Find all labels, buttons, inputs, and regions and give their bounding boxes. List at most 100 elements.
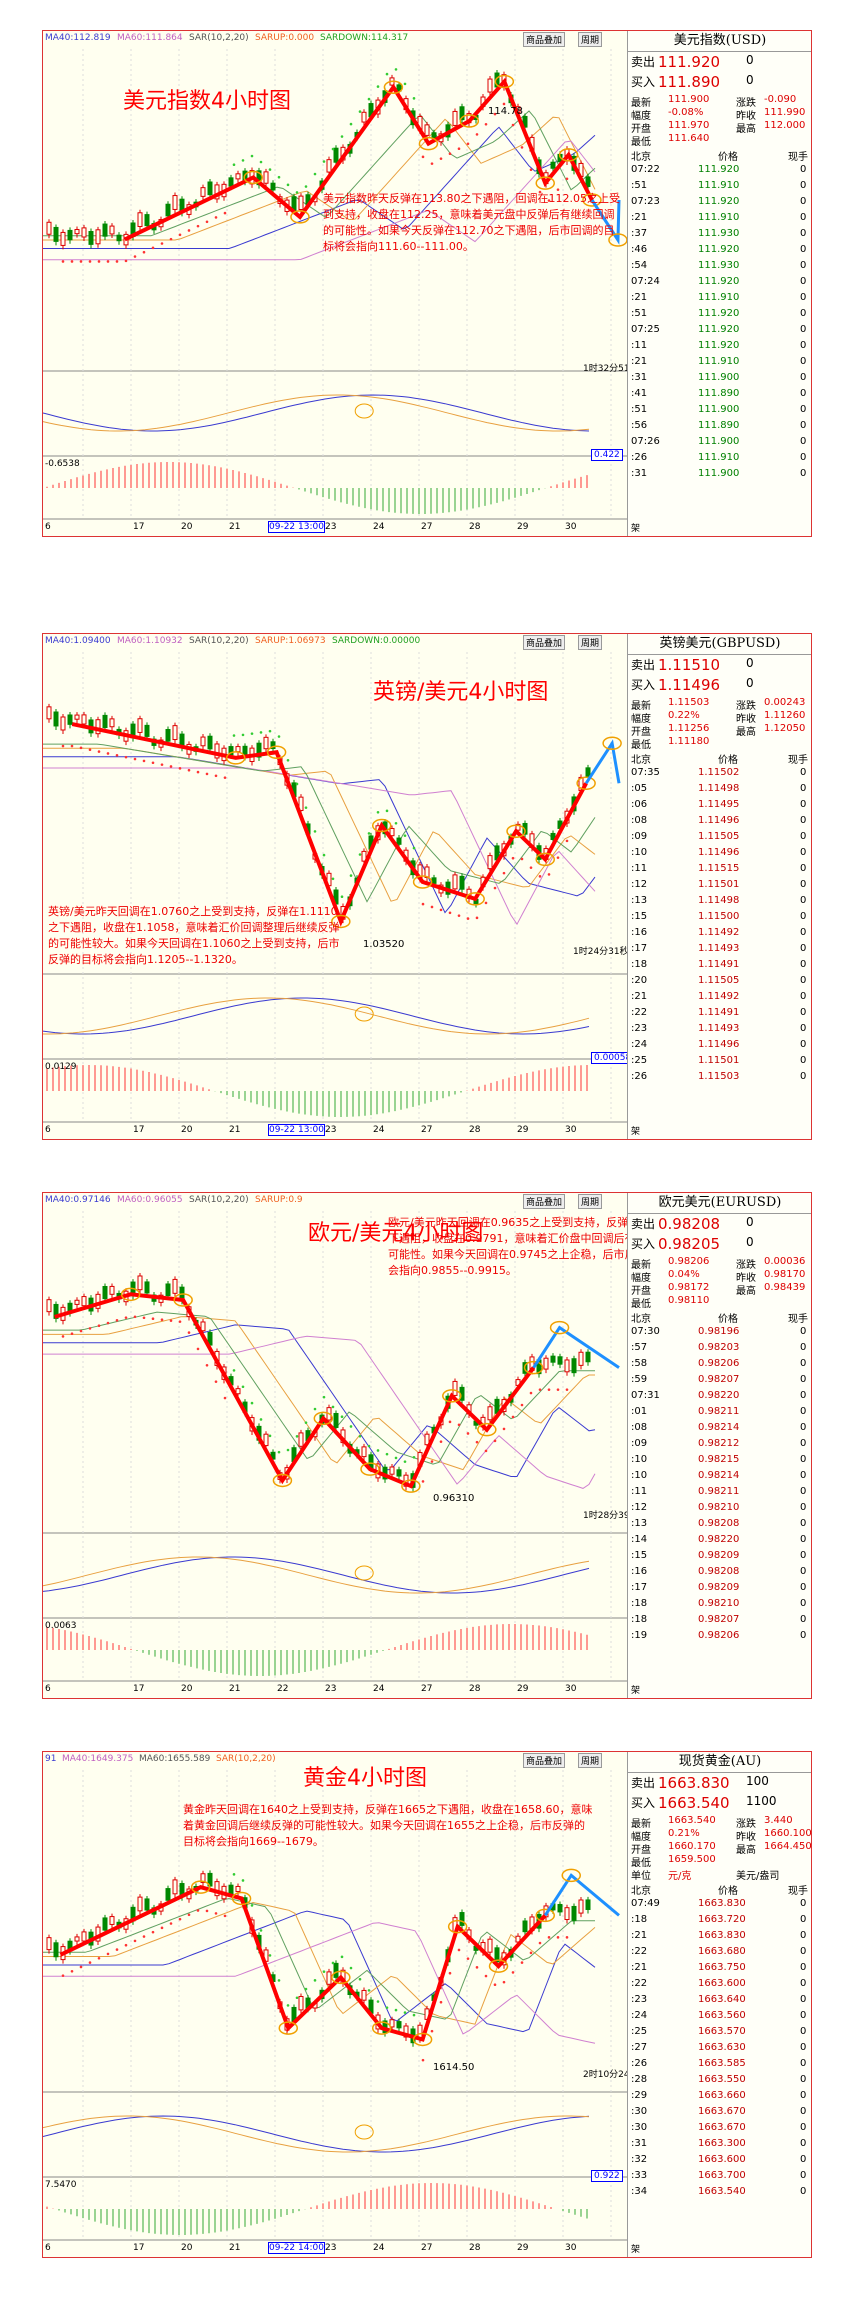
tick-cell: 111.890	[698, 388, 740, 399]
tick-cell: :27	[631, 2042, 648, 2053]
quote-buy: 0.98205	[658, 1235, 721, 1253]
sar-dot	[304, 1421, 308, 1424]
trend-zigzag	[54, 1292, 536, 1489]
marker-circle	[602, 736, 622, 751]
tick-cell: 1.11502	[698, 767, 740, 778]
marker-circle	[412, 875, 433, 889]
chart-title: 英镑/美元4小时图	[373, 680, 549, 705]
marker-circle	[290, 210, 310, 224]
chart	[43, 652, 627, 1123]
x-tick-label: 6	[45, 1125, 51, 1135]
sar-dot	[61, 260, 65, 263]
menu-item[interactable]: 周期	[578, 1194, 603, 1209]
tick-cell: :06	[631, 799, 648, 810]
sar-dot	[79, 260, 83, 263]
tick-cell: 0	[800, 2042, 807, 2053]
sar-dot	[349, 122, 353, 126]
sar-dot	[133, 1939, 137, 1943]
sar-dot	[115, 1948, 119, 1951]
marker-circle	[331, 914, 351, 929]
tick-cell: 0	[800, 1914, 807, 1925]
tick-cell: 0	[800, 991, 807, 1002]
indicator-label: 91	[45, 1754, 57, 1764]
x-tick-label: 20	[181, 1125, 193, 1135]
stat-cell: 0.21%	[668, 1828, 700, 1839]
menu-item[interactable]: 周期	[578, 1753, 603, 1768]
tick-cell: :30	[631, 2106, 648, 2117]
tick-header: 北京	[631, 1314, 651, 1325]
tick-cell: :15	[631, 1550, 648, 1561]
tick-cell: 0.98208	[698, 1518, 740, 1529]
marker-circle	[354, 2124, 374, 2140]
candle-body	[459, 875, 465, 890]
candle-body	[333, 147, 339, 163]
tick-cell: :15	[631, 911, 648, 922]
menu-item[interactable]: 周期	[578, 32, 603, 47]
indicator-label: SAR(10,2,20)	[189, 1195, 249, 1205]
sar-dot	[565, 839, 569, 843]
stat-cell: 开盘	[631, 124, 651, 135]
tick-cell: 111.920	[698, 308, 740, 319]
menu-item[interactable]: 商品叠加	[523, 1194, 566, 1209]
sar-dot	[259, 1418, 263, 1421]
candle-body	[452, 874, 458, 890]
tick-cell: 1663.540	[698, 2186, 746, 2197]
sar-dot	[538, 875, 542, 878]
tick-cell: 1.11500	[698, 911, 740, 922]
stat-cell: 最新	[631, 1260, 651, 1271]
sar-dot	[151, 1317, 155, 1321]
tick-cell: 1663.300	[698, 2138, 746, 2149]
tick-cell: 1663.550	[698, 2074, 746, 2085]
tick-cell: 0.98208	[698, 1566, 740, 1577]
price-label: 1.03520	[363, 939, 405, 950]
tick-cell: 0	[800, 847, 807, 858]
tick-cell: 111.900	[698, 468, 740, 479]
sar-dot	[538, 1388, 542, 1391]
sar-dot	[331, 1405, 335, 1409]
time-label: 09-22 13:00	[268, 521, 325, 533]
tick-cell: 111.910	[698, 452, 740, 463]
sar-dot	[124, 755, 128, 759]
candle-body	[144, 1898, 150, 1911]
sar-dot	[376, 1449, 380, 1452]
tick-cell: :11	[631, 863, 648, 874]
tick-header: 价格	[718, 152, 738, 163]
tick-cell: 0	[800, 1422, 807, 1433]
sar-dot	[412, 1455, 416, 1459]
sar-dot	[277, 1450, 281, 1454]
tick-header: 现手	[788, 1314, 808, 1325]
sar-dot	[88, 260, 92, 263]
chart	[43, 1211, 627, 1682]
tick-cell: 0	[800, 1630, 807, 1641]
x-tick-label: 29	[517, 522, 529, 532]
tick-cell: 0	[800, 1342, 807, 1353]
tick-cell: :21	[631, 356, 648, 367]
sar-dot	[547, 1936, 551, 1939]
stat-cell: -0.090	[764, 94, 797, 105]
menu-item[interactable]: 商品叠加	[523, 32, 566, 47]
sar-dot	[358, 1977, 362, 1981]
marker-circle	[360, 1462, 380, 1476]
tick-cell: :18	[631, 1598, 648, 1609]
tick-cell: 0	[800, 1454, 807, 1465]
sar-dot	[322, 853, 326, 857]
sar-dot	[277, 175, 281, 179]
sar-dot	[412, 846, 416, 850]
sar-dot	[412, 2013, 416, 2017]
indicator-label: MA40:112.819	[45, 33, 111, 43]
candle-body	[396, 837, 402, 845]
indicator-label: MA40:1649.375	[62, 1754, 134, 1764]
menu-item[interactable]: 商品叠加	[523, 1753, 566, 1768]
candle-body	[452, 1380, 458, 1396]
tick-cell: 1663.750	[698, 1962, 746, 1973]
tick-cell: 1.11501	[698, 1055, 740, 1066]
candle-body	[298, 1432, 304, 1447]
x-tick-label: 30	[565, 1125, 577, 1135]
sar-dot	[124, 1316, 128, 1319]
stat-cell: 最高	[736, 727, 756, 738]
menu-item[interactable]: 周期	[578, 635, 603, 650]
sar-dot	[178, 1917, 182, 1921]
sar-dot	[232, 734, 236, 737]
tick-cell: 0	[800, 244, 807, 255]
menu-item[interactable]: 商品叠加	[523, 635, 566, 650]
